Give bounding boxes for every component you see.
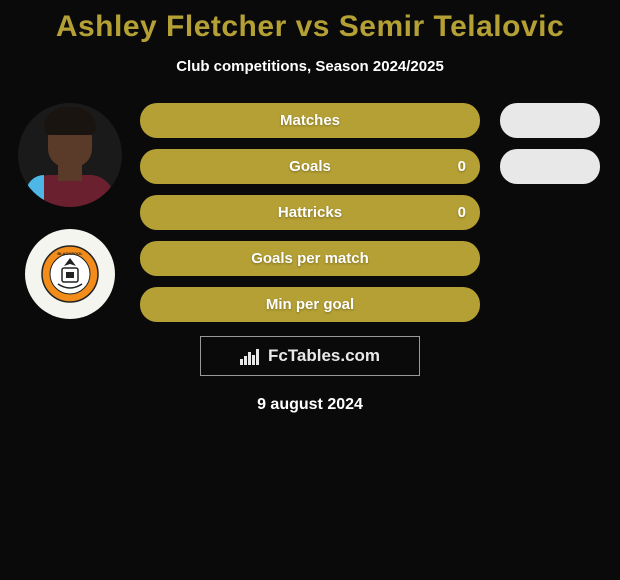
player-avatar — [18, 103, 122, 207]
bars-icon — [240, 347, 262, 365]
content-row: BLACKPOOL Matches Goals 0 Hattricks 0 Go… — [0, 103, 620, 322]
stat-bar-hattricks: Hattricks 0 — [140, 195, 480, 230]
stat-label: Goals per match — [251, 250, 369, 267]
left-column: BLACKPOOL — [10, 103, 130, 322]
subtitle: Club competitions, Season 2024/2025 — [176, 58, 444, 75]
stat-bar-matches: Matches — [140, 103, 480, 138]
stat-label: Min per goal — [266, 296, 354, 313]
stat-bar-min-per-goal: Min per goal — [140, 287, 480, 322]
stats-column: Matches Goals 0 Hattricks 0 Goals per ma… — [140, 103, 480, 322]
stat-label: Goals — [289, 158, 331, 175]
avatar-sleeve — [26, 175, 44, 207]
stat-value: 0 — [458, 204, 466, 221]
attribution-box: FcTables.com — [200, 336, 420, 376]
right-column — [490, 103, 610, 322]
stat-bar-goals-per-match: Goals per match — [140, 241, 480, 276]
date-text: 9 august 2024 — [257, 396, 363, 414]
page-title: Ashley Fletcher vs Semir Telalovic — [56, 10, 564, 44]
attribution-label: FcTables.com — [268, 346, 380, 366]
club-badge-icon: BLACKPOOL — [40, 244, 100, 304]
stat-value: 0 — [458, 158, 466, 175]
svg-text:BLACKPOOL: BLACKPOOL — [57, 251, 83, 256]
comparison-card: Ashley Fletcher vs Semir Telalovic Club … — [0, 0, 620, 424]
avatar-hair — [44, 107, 96, 135]
stat-label: Hattricks — [278, 204, 342, 221]
stat-bar-goals: Goals 0 — [140, 149, 480, 184]
opponent-pill — [500, 103, 600, 138]
opponent-pill — [500, 149, 600, 184]
stat-label: Matches — [280, 112, 340, 129]
club-logo: BLACKPOOL — [25, 229, 115, 319]
